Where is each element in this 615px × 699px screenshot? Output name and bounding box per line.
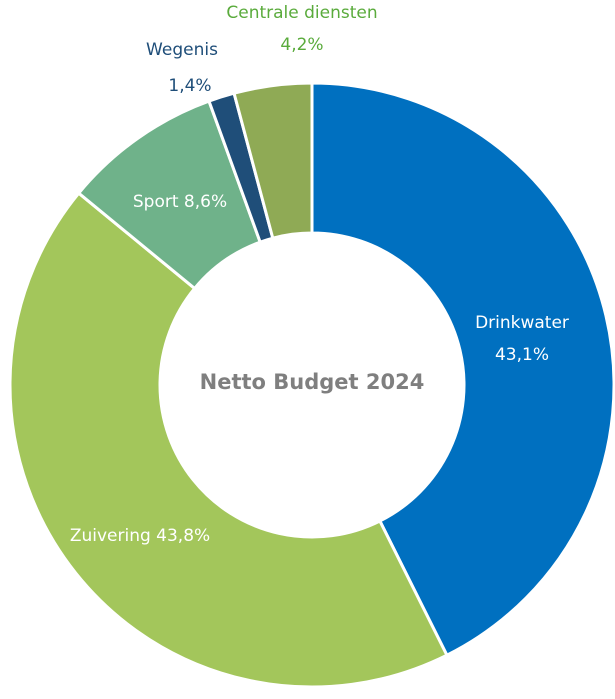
data-label: Zuivering 43,8%	[70, 526, 210, 546]
value-label: 8,6%	[184, 192, 227, 212]
value-label: 43,8%	[156, 526, 210, 546]
donut-slice	[310, 81, 615, 658]
category-label: Drinkwater	[475, 313, 569, 333]
value-label: 4,2%	[280, 35, 323, 55]
donut-slice	[232, 81, 314, 240]
category-label: Wegenis	[146, 40, 218, 60]
category-label: Centrale diensten	[226, 3, 377, 23]
value-label: 1,4%	[168, 76, 211, 96]
donut-slice	[8, 191, 449, 689]
value-label: 43,1%	[495, 345, 549, 365]
category-label: Zuivering	[70, 526, 151, 546]
category-label: Sport	[133, 192, 179, 212]
chart-title: Netto Budget 2024	[200, 370, 425, 394]
data-label: Sport 8,6%	[133, 192, 227, 212]
